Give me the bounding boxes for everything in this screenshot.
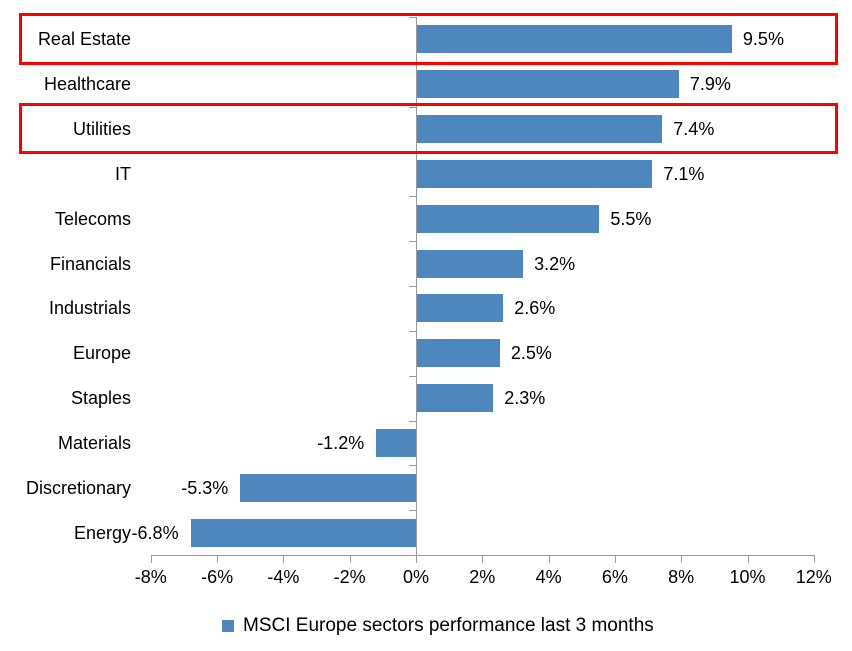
x-axis-tick — [747, 555, 749, 563]
x-axis-tick — [482, 555, 484, 563]
bar — [417, 70, 679, 99]
value-label: -6.8% — [131, 522, 179, 543]
x-axis-tick-label: -2% — [333, 567, 366, 587]
value-label: 2.3% — [504, 388, 546, 409]
value-label: 7.4% — [673, 119, 715, 140]
x-axis-tick — [548, 555, 550, 563]
value-label: 5.5% — [610, 208, 652, 229]
bar — [417, 249, 524, 278]
x-axis-tick-label: 6% — [601, 567, 628, 587]
x-axis-tick — [217, 555, 219, 563]
y-axis-tick — [409, 510, 417, 512]
x-axis-tick-label: 10% — [729, 567, 766, 587]
x-axis-tick — [614, 555, 616, 563]
bar — [190, 518, 416, 547]
y-axis-tick — [409, 106, 417, 108]
category-label: Utilities — [72, 119, 131, 140]
value-label: 9.5% — [742, 29, 784, 50]
legend-label: MSCI Europe sectors performance last 3 m… — [243, 615, 654, 636]
bar — [417, 25, 732, 54]
x-axis-tick-label: 0% — [402, 567, 429, 587]
x-axis-tick-label: 4% — [535, 567, 562, 587]
category-label: Industrials — [48, 298, 131, 319]
x-axis-tick — [150, 555, 152, 563]
value-label: 7.9% — [689, 74, 731, 95]
value-label: -1.2% — [317, 432, 365, 453]
x-axis-tick — [283, 555, 285, 563]
category-label: Energy — [73, 522, 131, 543]
y-axis-tick — [409, 196, 417, 198]
bar — [417, 159, 653, 188]
y-axis-tick — [409, 420, 417, 422]
bar — [417, 294, 504, 323]
bar — [240, 473, 416, 502]
y-axis-tick — [409, 61, 417, 63]
value-label: -5.3% — [181, 477, 229, 498]
y-axis-tick — [409, 17, 417, 18]
bar — [417, 384, 494, 413]
category-label: Telecoms — [54, 208, 131, 229]
category-label: Healthcare — [43, 74, 131, 95]
x-axis-tick-label: 8% — [668, 567, 695, 587]
category-label: Materials — [57, 432, 131, 453]
bar — [417, 115, 663, 144]
y-axis-tick — [409, 330, 417, 332]
category-label: IT — [115, 163, 131, 184]
value-label: 2.6% — [514, 298, 556, 319]
category-label: Staples — [70, 388, 131, 409]
x-axis-tick-label: 2% — [469, 567, 496, 587]
bar — [417, 339, 500, 368]
bar — [376, 428, 416, 457]
y-axis-tick — [409, 286, 417, 287]
y-axis-tick — [409, 465, 417, 467]
category-label: Real Estate — [37, 29, 131, 50]
value-label: 7.1% — [663, 163, 705, 184]
x-axis-tick — [416, 555, 417, 563]
x-axis-tick-label: -6% — [201, 567, 234, 587]
value-label: 2.5% — [510, 343, 552, 364]
x-axis-tick-label: -4% — [267, 567, 300, 587]
value-label: 3.2% — [534, 253, 576, 274]
x-axis-tick — [681, 555, 683, 563]
y-axis-tick — [409, 375, 417, 377]
chart-legend: MSCI Europe sectors performance last 3 m… — [222, 616, 654, 635]
legend-swatch-icon — [222, 619, 234, 632]
x-axis-tick — [349, 555, 351, 563]
x-axis-tick — [813, 555, 815, 563]
category-label: Financials — [49, 253, 131, 274]
y-axis-tick — [409, 241, 417, 243]
bar — [417, 204, 600, 233]
y-axis-tick — [409, 151, 417, 153]
category-label: Discretionary — [25, 477, 131, 498]
category-label: Europe — [72, 343, 131, 364]
x-axis-tick-label: 12% — [795, 567, 832, 587]
x-axis-tick-label: -8% — [134, 567, 167, 587]
